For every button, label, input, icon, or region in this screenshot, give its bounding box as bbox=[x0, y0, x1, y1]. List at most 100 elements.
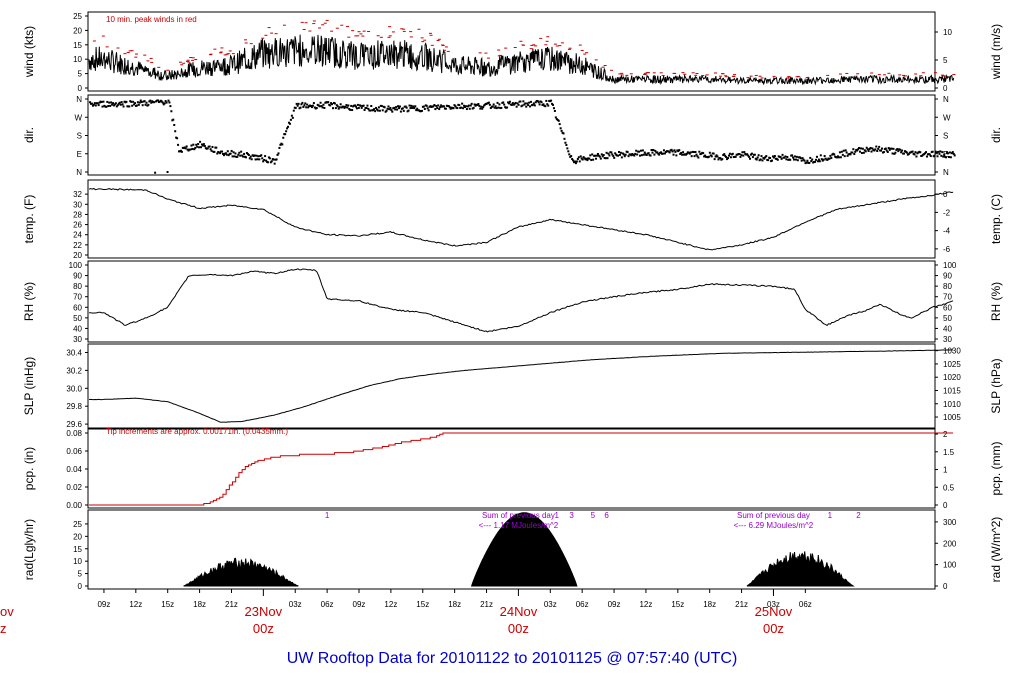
dir-point bbox=[757, 154, 760, 157]
dir-point bbox=[924, 152, 927, 155]
ylabel-left-slp: SLP (inHg) bbox=[22, 357, 36, 415]
wind-peak-mark bbox=[225, 53, 229, 55]
dir-point bbox=[639, 149, 642, 152]
dir-point bbox=[866, 148, 869, 151]
dir-point bbox=[369, 109, 372, 112]
dir-point bbox=[545, 99, 548, 102]
wind-peak-mark bbox=[388, 26, 392, 28]
wind-peak-mark bbox=[436, 40, 440, 42]
dir-point bbox=[279, 143, 282, 146]
dir-point bbox=[215, 146, 218, 149]
ytick-label-right-temp: 0 bbox=[943, 190, 948, 199]
dir-point bbox=[796, 159, 799, 162]
wind-peak-mark bbox=[166, 69, 170, 71]
dir-point bbox=[470, 102, 473, 105]
wind-peak-mark bbox=[323, 22, 327, 24]
dir-point bbox=[236, 155, 239, 158]
dir-point bbox=[826, 158, 829, 161]
wind-peak-mark bbox=[652, 72, 656, 74]
dir-point bbox=[546, 103, 549, 106]
xtick-label: 09z bbox=[353, 600, 366, 609]
dir-point bbox=[156, 99, 159, 102]
dir-point bbox=[547, 104, 550, 107]
ytick-label-right-rad: 100 bbox=[943, 561, 957, 570]
wind-peak-mark bbox=[772, 75, 776, 77]
dir-point bbox=[552, 107, 555, 110]
dir-point bbox=[811, 158, 814, 161]
dir-point bbox=[816, 160, 819, 163]
wind-peak-mark bbox=[719, 75, 723, 77]
dir-point bbox=[527, 104, 530, 107]
dir-point bbox=[794, 158, 797, 161]
wind-peak-mark bbox=[705, 74, 709, 76]
dir-point bbox=[346, 106, 349, 109]
ytick-label-left-rad: 5 bbox=[78, 570, 83, 579]
temp-line bbox=[88, 187, 954, 251]
dir-point bbox=[690, 155, 693, 158]
wind-peak-mark bbox=[845, 72, 849, 74]
xtick-label: 09z bbox=[608, 600, 621, 609]
dir-point bbox=[469, 104, 472, 107]
wind-peak-mark bbox=[534, 45, 538, 47]
dir-point bbox=[551, 103, 554, 106]
wind-peak-mark bbox=[437, 38, 441, 40]
dir-point bbox=[943, 153, 946, 156]
wind-peak-mark bbox=[149, 57, 153, 59]
dir-point bbox=[335, 104, 338, 107]
dir-point bbox=[649, 154, 652, 157]
xtick-label: 03z bbox=[289, 600, 302, 609]
dir-point bbox=[876, 150, 879, 153]
dir-point bbox=[327, 101, 330, 104]
dir-point bbox=[206, 147, 209, 150]
dir-point bbox=[321, 106, 324, 109]
wind-peak-mark bbox=[497, 49, 501, 51]
wind-peak-mark bbox=[223, 54, 227, 56]
dir-point bbox=[291, 116, 294, 119]
dir-point bbox=[599, 157, 602, 160]
wind-peak-mark bbox=[116, 47, 120, 49]
wind-peak-mark bbox=[264, 34, 268, 36]
dir-point bbox=[671, 150, 674, 153]
dir-point bbox=[531, 103, 534, 106]
dir-point bbox=[193, 148, 196, 151]
dir-point bbox=[914, 151, 917, 154]
dir-point bbox=[105, 105, 108, 108]
dir-point bbox=[351, 109, 354, 112]
dir-point bbox=[901, 149, 904, 152]
dir-point bbox=[243, 152, 246, 155]
wind-peak-mark bbox=[105, 46, 109, 48]
dir-point bbox=[526, 102, 529, 105]
dir-point bbox=[180, 150, 183, 153]
day-label-date: 24Nov bbox=[500, 604, 538, 619]
day-label-cut-date: ov bbox=[0, 604, 14, 619]
ytick-label-right-slp: 1005 bbox=[943, 413, 961, 422]
dir-point bbox=[389, 106, 392, 109]
dir-point bbox=[284, 133, 287, 136]
rad-number-marker: 2 bbox=[856, 511, 861, 520]
wind-peak-mark bbox=[546, 36, 550, 38]
dir-point bbox=[408, 104, 411, 107]
dir-point bbox=[254, 158, 257, 161]
dir-point bbox=[234, 152, 237, 155]
ytick-label-left-rh: 70 bbox=[73, 293, 82, 302]
wind-peak-mark bbox=[882, 74, 886, 76]
dir-point bbox=[399, 110, 402, 113]
dir-point bbox=[225, 153, 228, 156]
dir-point bbox=[350, 104, 353, 107]
wind-peak-mark bbox=[567, 48, 571, 50]
dir-point bbox=[299, 106, 302, 109]
dir-point bbox=[860, 152, 863, 155]
dir-point bbox=[698, 150, 701, 153]
dir-point bbox=[257, 155, 260, 158]
ytick-label-right-rad: 300 bbox=[943, 518, 957, 527]
dir-point bbox=[537, 101, 540, 104]
dir-point bbox=[573, 160, 576, 163]
ytick-label-left-rad: 25 bbox=[73, 520, 82, 529]
dir-point bbox=[823, 154, 826, 157]
ylabel-right-temp: temp. (C) bbox=[989, 194, 1003, 244]
dir-point bbox=[174, 130, 177, 133]
xtick-label: 06z bbox=[799, 600, 812, 609]
dir-point bbox=[751, 156, 754, 159]
dir-point bbox=[773, 155, 776, 158]
ytick-label-left-wind: 0 bbox=[78, 84, 83, 93]
